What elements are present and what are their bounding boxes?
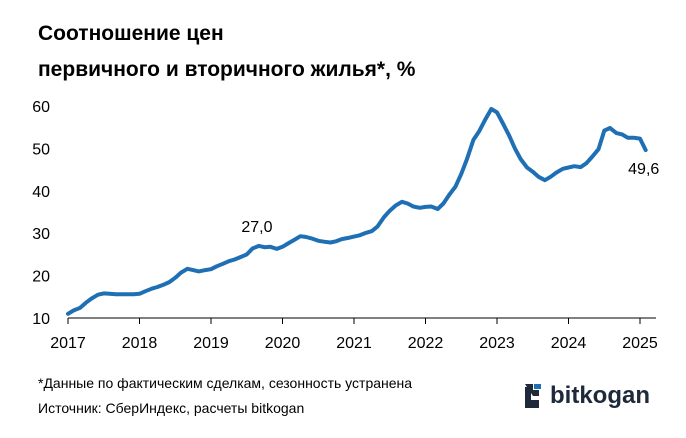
footnote: *Данные по фактическим сделкам, сезоннос… <box>38 375 413 391</box>
x-tick-label: 2019 <box>193 335 229 352</box>
x-tick-label: 2024 <box>551 335 587 352</box>
x-tick-label: 2023 <box>479 335 515 352</box>
data-label: 49,6 <box>628 161 659 178</box>
y-tick-label: 40 <box>32 184 50 201</box>
y-tick-label: 30 <box>32 226 50 243</box>
x-tick-label: 2017 <box>50 335 86 352</box>
chart-title: Соотношение цен первичного и вторичного … <box>38 16 415 88</box>
bitkogan-logo-icon <box>525 384 541 408</box>
source-note: Источник: СберИндекс, расчеты bitkogan <box>38 400 305 416</box>
y-tick-label: 10 <box>32 311 50 328</box>
x-tick-label: 2021 <box>336 335 372 352</box>
y-tick-label: 50 <box>32 141 50 158</box>
x-tick-label: 2018 <box>122 335 158 352</box>
y-tick-label: 20 <box>32 269 50 286</box>
logo-text: bitkogan <box>550 382 650 409</box>
x-tick-label: 2020 <box>265 335 301 352</box>
x-tick-label: 2025 <box>622 335 658 352</box>
y-tick-label: 60 <box>32 99 50 116</box>
y-axis: 10 20 30 40 50 60 <box>32 99 50 328</box>
x-tick-label: 2022 <box>408 335 444 352</box>
data-label: 27,0 <box>241 219 272 236</box>
series-layer <box>66 107 648 316</box>
chart-title-line2: первичного и вторичного жилья*, % <box>38 58 416 81</box>
x-axis: 2017 2018 2019 2020 2021 2022 2023 2024 2025 <box>50 317 658 352</box>
chart-title-line1: Соотношение цен <box>38 22 224 45</box>
series-line <box>66 107 648 316</box>
bitkogan-logo: bitkogan <box>522 382 650 410</box>
annotations-layer: 27,0 49,6 <box>241 161 659 236</box>
